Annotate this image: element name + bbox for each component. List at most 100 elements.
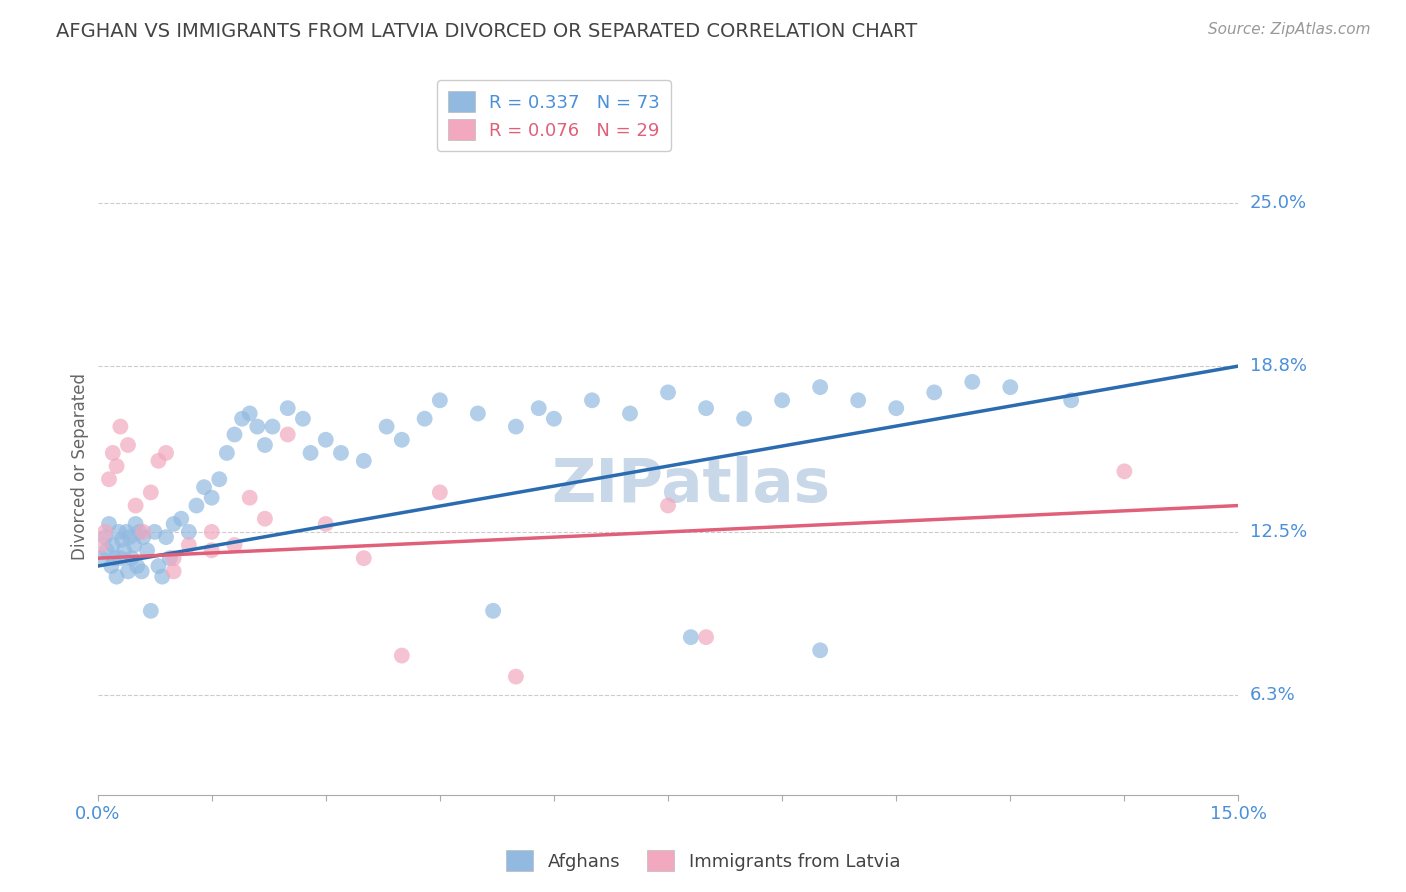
Point — [375, 419, 398, 434]
Point — [148, 454, 170, 468]
Point — [100, 559, 122, 574]
Point — [581, 393, 603, 408]
Point — [94, 530, 117, 544]
Point — [291, 411, 314, 425]
Point — [619, 407, 641, 421]
Legend: R = 0.337   N = 73, R = 0.076   N = 29: R = 0.337 N = 73, R = 0.076 N = 29 — [437, 80, 671, 151]
Text: AFGHAN VS IMMIGRANTS FROM LATVIA DIVORCED OR SEPARATED CORRELATION CHART: AFGHAN VS IMMIGRANTS FROM LATVIA DIVORCE… — [56, 22, 918, 41]
Point — [962, 375, 984, 389]
Point — [467, 407, 489, 421]
Point — [429, 485, 451, 500]
Point — [122, 538, 145, 552]
Point — [105, 459, 128, 474]
Point — [315, 516, 337, 531]
Point — [505, 419, 527, 434]
Point — [132, 530, 155, 544]
Point — [239, 491, 262, 505]
Point — [101, 446, 124, 460]
Point — [201, 524, 224, 539]
Text: 18.8%: 18.8% — [1250, 357, 1308, 375]
Point — [527, 401, 550, 416]
Point — [96, 543, 118, 558]
Point — [315, 433, 337, 447]
Point — [429, 393, 451, 408]
Point — [224, 538, 246, 552]
Point — [128, 524, 150, 539]
Point — [177, 538, 200, 552]
Point — [105, 569, 128, 583]
Point — [186, 499, 208, 513]
Point — [131, 565, 153, 579]
Point — [679, 630, 702, 644]
Text: 6.3%: 6.3% — [1250, 686, 1296, 704]
Point — [159, 551, 181, 566]
Point — [543, 411, 565, 425]
Point — [136, 543, 159, 558]
Point — [353, 551, 375, 566]
Point — [117, 565, 139, 579]
Point — [110, 551, 132, 566]
Point — [770, 393, 793, 408]
Point — [215, 446, 238, 460]
Point — [170, 512, 193, 526]
Point — [193, 480, 215, 494]
Point — [155, 446, 177, 460]
Point — [413, 411, 436, 425]
Point — [201, 491, 224, 505]
Point — [391, 648, 413, 663]
Point — [231, 411, 253, 425]
Y-axis label: Divorced or Separated: Divorced or Separated — [72, 373, 89, 559]
Point — [657, 385, 679, 400]
Point — [657, 499, 679, 513]
Text: 25.0%: 25.0% — [1250, 194, 1308, 212]
Point — [155, 530, 177, 544]
Point — [98, 472, 121, 486]
Point — [162, 516, 184, 531]
Point — [208, 472, 231, 486]
Point — [108, 524, 131, 539]
Text: ZIPatlas: ZIPatlas — [551, 457, 831, 516]
Point — [262, 419, 284, 434]
Point — [695, 401, 717, 416]
Point — [201, 543, 224, 558]
Point — [111, 533, 134, 547]
Point — [277, 427, 299, 442]
Point — [246, 419, 269, 434]
Point — [733, 411, 755, 425]
Point — [127, 559, 149, 574]
Point — [124, 499, 146, 513]
Point — [117, 438, 139, 452]
Point — [922, 385, 945, 400]
Point — [94, 524, 117, 539]
Point — [846, 393, 869, 408]
Point — [253, 438, 276, 452]
Point — [695, 630, 717, 644]
Point — [884, 401, 907, 416]
Text: 12.5%: 12.5% — [1250, 523, 1308, 541]
Point — [162, 565, 184, 579]
Point — [353, 454, 375, 468]
Point — [162, 551, 184, 566]
Text: Source: ZipAtlas.com: Source: ZipAtlas.com — [1208, 22, 1371, 37]
Point — [132, 524, 155, 539]
Point — [299, 446, 322, 460]
Point — [808, 643, 831, 657]
Point — [118, 530, 141, 544]
Point — [98, 516, 121, 531]
Point — [139, 604, 162, 618]
Point — [224, 427, 246, 442]
Point — [148, 559, 170, 574]
Point — [808, 380, 831, 394]
Point — [177, 524, 200, 539]
Legend: Afghans, Immigrants from Latvia: Afghans, Immigrants from Latvia — [499, 843, 907, 879]
Point — [103, 551, 125, 566]
Point — [143, 524, 166, 539]
Point — [124, 516, 146, 531]
Point — [239, 407, 262, 421]
Point — [150, 569, 173, 583]
Point — [277, 401, 299, 416]
Point — [101, 538, 124, 552]
Point — [139, 485, 162, 500]
Point — [1114, 464, 1136, 478]
Point — [482, 604, 505, 618]
